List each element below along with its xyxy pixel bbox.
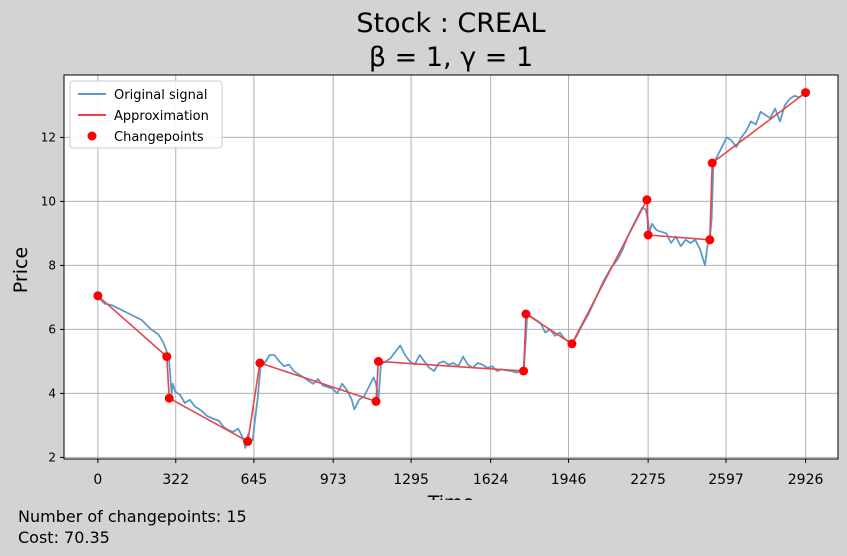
chart: Stock : CREAL β = 1, γ = 1 0 322 645 973 129…: [10, 8, 839, 500]
y-tick-label: 10: [41, 194, 56, 208]
x-tick-label: 1295: [393, 472, 429, 488]
x-tick-label: 2597: [708, 472, 744, 488]
series-original-signal: [97, 91, 807, 449]
y-tick-label: 8: [48, 258, 56, 272]
changepoint-marker: [243, 436, 253, 446]
changepoint-marker: [521, 309, 531, 319]
changepoint-marker: [371, 396, 381, 406]
changepoints-count: Number of changepoints: 15: [18, 507, 247, 526]
y-axis-label: Price: [10, 247, 32, 293]
changepoint-marker: [162, 352, 172, 362]
x-tick-label: 1624: [473, 472, 509, 488]
x-tick-label: 1946: [551, 472, 587, 488]
y-tick-label: 2: [48, 450, 56, 464]
plot-frame: [63, 74, 839, 460]
x-tick-label: 2926: [788, 472, 824, 488]
ticks: 0 322 645 973 1295 1624 1946 2275 2597 2926 2 4 6 8 10…: [41, 130, 824, 488]
changepoint-marker: [519, 366, 529, 376]
x-tick-label: 322: [162, 472, 189, 488]
x-tick-label: 645: [241, 472, 268, 488]
legend-box: [69, 80, 223, 149]
chart-title-line2: β = 1, γ = 1: [369, 42, 533, 73]
changepoint-marker: [567, 339, 577, 349]
changepoint-marker: [373, 356, 383, 366]
changepoint-marker: [801, 88, 811, 98]
legend-label-approximation: Approximation: [114, 109, 209, 124]
legend-marker-changepoints: [87, 131, 97, 141]
legend: Original signal Approximation Changepoin…: [69, 80, 223, 149]
y-tick-label: 6: [48, 322, 56, 336]
changepoints-layer: [93, 88, 811, 446]
changepoint-marker: [705, 235, 715, 245]
changepoint-marker: [642, 195, 652, 205]
x-tick-label: 973: [320, 472, 347, 488]
y-tick-label: 12: [41, 130, 56, 144]
changepoint-marker: [93, 291, 103, 301]
x-axis-label: Time: [427, 492, 475, 500]
changepoint-marker: [643, 230, 653, 240]
legend-label-changepoints: Changepoints: [114, 130, 204, 145]
changepoint-marker: [707, 158, 717, 168]
chart-title-line1: Stock : CREAL: [356, 8, 545, 39]
legend-label-original-signal: Original signal: [114, 88, 207, 103]
x-tick-label: 2275: [630, 472, 666, 488]
y-tick-label: 4: [48, 386, 56, 400]
cost-value: Cost: 70.35: [18, 528, 110, 547]
changepoint-marker: [164, 393, 174, 403]
changepoint-marker: [255, 358, 265, 368]
x-tick-label: 0: [93, 472, 102, 488]
